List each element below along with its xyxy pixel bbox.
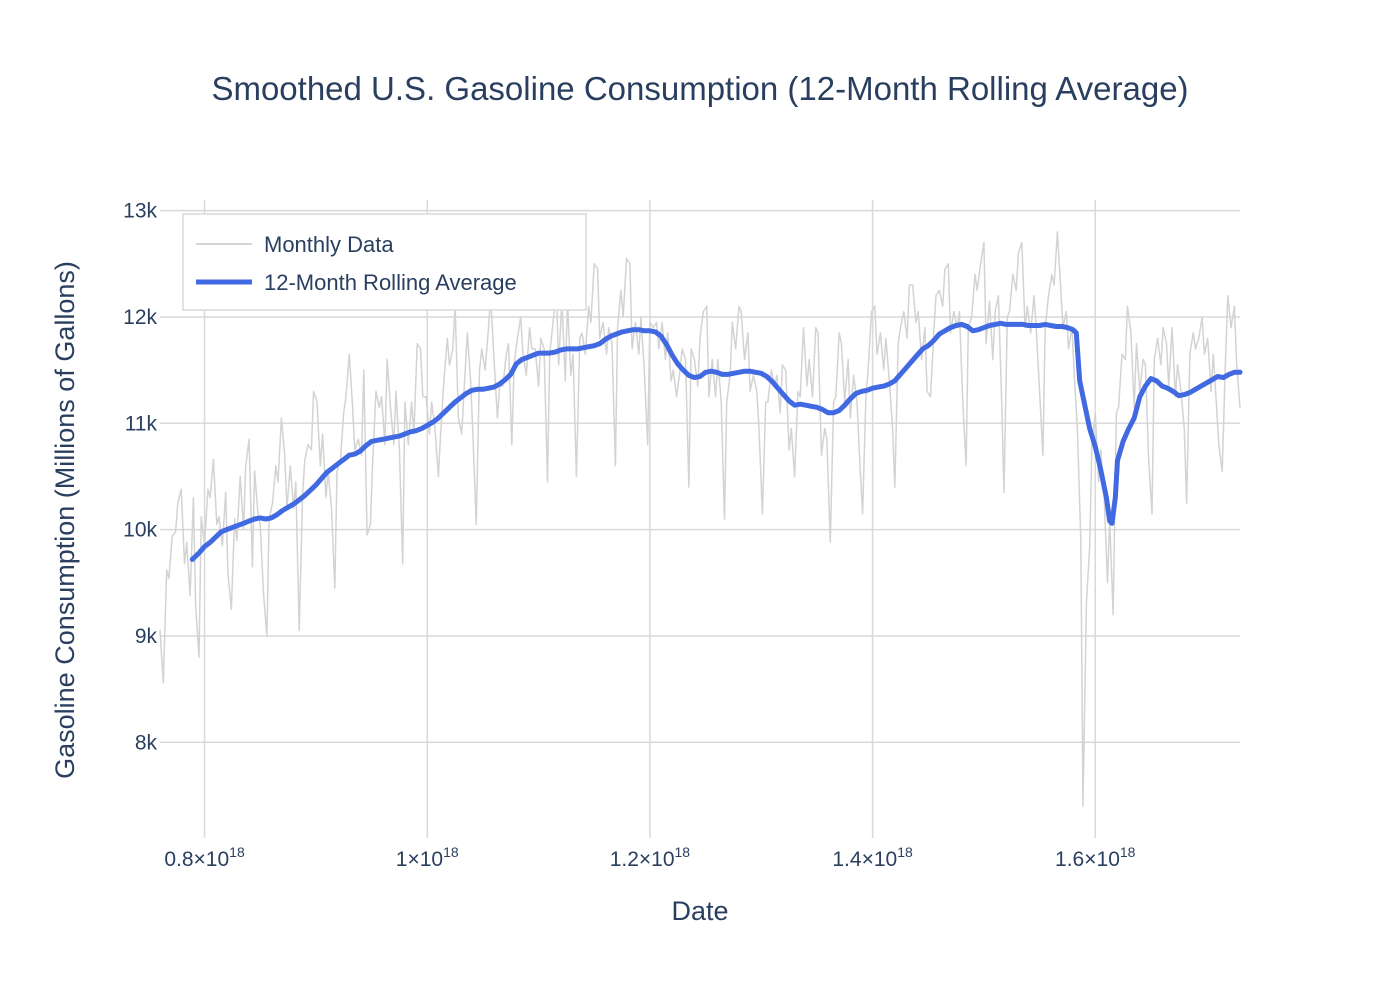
y-tick-label: 10k bbox=[123, 519, 157, 542]
y-tick-label: 9k bbox=[135, 625, 158, 648]
x-axis-title: Date bbox=[671, 896, 728, 926]
y-tick-label: 11k bbox=[125, 412, 158, 435]
series-layer bbox=[159, 231, 1243, 807]
x-tick-label: 1.6×1018 bbox=[1055, 844, 1136, 871]
y-tick-label: 8k bbox=[135, 731, 158, 754]
monthly-data-line bbox=[159, 231, 1241, 807]
y-tick-label: 12k bbox=[123, 306, 157, 329]
y-tick-label: 13k bbox=[123, 200, 157, 223]
tick-labels: 8k 9k 10k 11k 12k 13k 0.8×1018 1×1018 1.2×1018 1.… bbox=[123, 200, 1136, 871]
chart-title: Smoothed U.S. Gasoline Consumption (12-M… bbox=[211, 70, 1188, 107]
grid-layer bbox=[160, 200, 1240, 838]
legend: Monthly Data 12-Month Rolling Average bbox=[182, 213, 587, 311]
rolling-average-line bbox=[189, 320, 1243, 562]
x-tick-label: 0.8×1018 bbox=[164, 844, 245, 871]
x-tick-label: 1×1018 bbox=[396, 844, 459, 871]
x-tick-label: 1.2×1018 bbox=[610, 844, 691, 871]
y-axis-title: Gasoline Consumption (Millions of Gallon… bbox=[50, 261, 80, 779]
legend-label-rolling-average: 12-Month Rolling Average bbox=[264, 270, 517, 295]
x-tick-label: 1.4×1018 bbox=[832, 844, 913, 871]
legend-label-monthly: Monthly Data bbox=[264, 232, 394, 257]
legend-box bbox=[182, 213, 587, 311]
